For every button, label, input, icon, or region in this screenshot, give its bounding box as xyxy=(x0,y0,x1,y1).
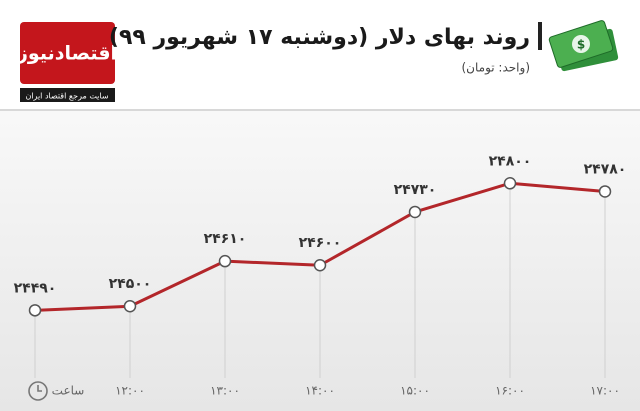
clock-hands xyxy=(37,385,42,392)
data-label: ۲۴۷۳۰ xyxy=(394,182,437,198)
data-label: ۲۴۶۱۰ xyxy=(204,231,247,247)
chart-title: روند بهای دلار (دوشنبه ۱۷ شهریور ۹۹) xyxy=(109,25,530,50)
x-tick-label: ۱۲:۰۰ xyxy=(115,384,145,398)
point xyxy=(408,205,422,219)
point xyxy=(503,177,517,190)
data-label: ۲۴۷۸۰ xyxy=(584,161,627,177)
money-icon: $ xyxy=(548,20,619,72)
x-tick-label: ۱۶:۰۰ xyxy=(495,384,525,398)
logo-box xyxy=(20,22,115,84)
point xyxy=(313,258,327,272)
data-label: ۲۴۴۹۰ xyxy=(14,280,57,296)
subtitle: (واحد: تومان) xyxy=(461,61,530,76)
clock-icon xyxy=(28,381,48,401)
x-tick-label: ۱۴:۰۰ xyxy=(305,384,335,398)
data-label: ۲۴۸۰۰ xyxy=(489,153,532,169)
data-label: ۲۴۶۰۰ xyxy=(299,235,342,251)
title-bar xyxy=(538,22,542,50)
x-tick-label: ۱۵:۰۰ xyxy=(400,384,430,398)
bill-circle xyxy=(572,35,590,53)
x-axis-label: ساعت xyxy=(52,384,85,398)
dollar-sign: $ xyxy=(577,38,585,52)
point xyxy=(123,299,137,313)
point xyxy=(598,185,612,198)
tagline: سایت مرجع اقتصاد ایران xyxy=(25,92,108,101)
x-tick-label: ۱۳:۰۰ xyxy=(210,384,240,398)
x-tick-label: ۱۷:۰۰ xyxy=(590,384,620,398)
logo: اقتصادنیوز سایت مرجع اقتصاد ایران xyxy=(16,22,117,102)
point xyxy=(28,304,42,317)
data-label: ۲۴۵۰۰ xyxy=(109,276,152,292)
clock-face xyxy=(28,381,48,401)
logo-text: اقتصادنیوز xyxy=(16,43,117,65)
tagline-bar xyxy=(20,88,115,102)
point xyxy=(218,254,232,268)
